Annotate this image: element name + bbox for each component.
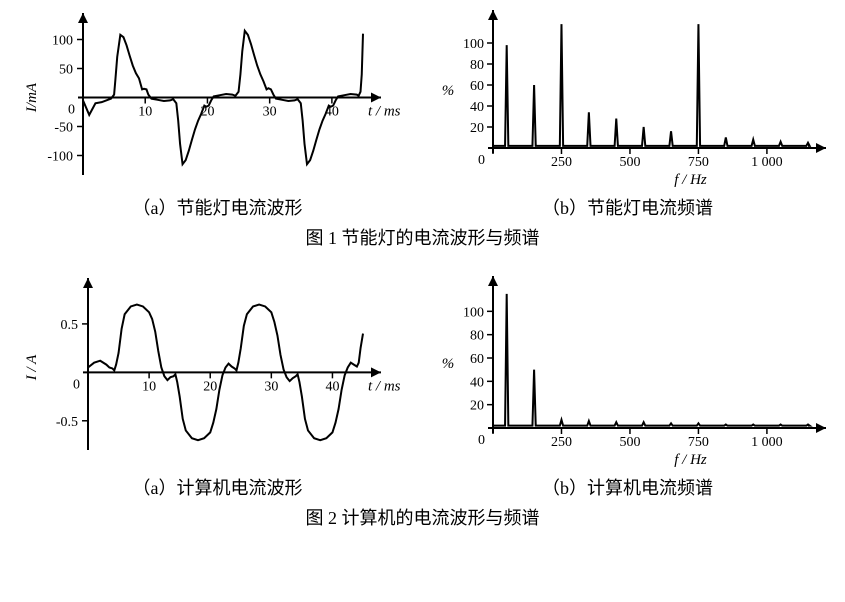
- svg-text:750: 750: [687, 155, 708, 170]
- fig1b-chart: 250 500 750 1 000 20 40 60 80 100% f / Hz 0: [428, 10, 828, 190]
- figure-1-row: 10 20 30 40 -100 -50 50 100 I/mA t / ms 0 （a）节能灯电流…: [10, 10, 835, 220]
- svg-text:100: 100: [463, 305, 484, 320]
- svg-text:60: 60: [470, 79, 484, 94]
- fig1a-block: 10203040-100-5050100I/mAt / ms0 （a）节能灯电流…: [18, 10, 418, 220]
- fig2a-chart: 10 20 30 40 -0.5 0.5 I / A t / ms 0: [18, 270, 418, 470]
- svg-text:I / A: I / A: [24, 354, 40, 381]
- fig1b-block: 250 500 750 1 000 20 40 60 80 100% f / Hz 0 （b）节能灯…: [428, 10, 828, 220]
- svg-text:30: 30: [264, 379, 278, 394]
- fig2b-chart: 250 500 750 1 000 20 40 60 80 100% f / Hz 0: [428, 270, 828, 470]
- svg-text:250: 250: [550, 435, 571, 450]
- svg-text:1 000: 1 000: [751, 155, 783, 170]
- svg-text:250: 250: [550, 155, 571, 170]
- svg-text:f / Hz: f / Hz: [674, 452, 707, 468]
- svg-text:80: 80: [470, 329, 484, 344]
- svg-text:80: 80: [470, 58, 484, 73]
- figure-2-row: 10 20 30 40 -0.5 0.5 I / A t / ms 0 （a）计算机电流波形 2…: [10, 270, 835, 500]
- svg-text:-0.5: -0.5: [55, 415, 77, 430]
- svg-text:40: 40: [325, 379, 339, 394]
- fig2a-caption: （a）计算机电流波形: [133, 474, 303, 500]
- svg-text:20: 20: [470, 121, 484, 136]
- svg-text:40: 40: [470, 100, 484, 115]
- svg-text:0: 0: [68, 103, 75, 118]
- fig2b-caption: （b）计算机电流频谱: [542, 474, 713, 500]
- svg-text:20: 20: [470, 399, 484, 414]
- fig1a-caption: （a）节能灯电流波形: [133, 194, 303, 220]
- figure-1: 10 20 30 40 -100 -50 50 100 I/mA t / ms 0 （a）节能灯电流…: [10, 10, 835, 250]
- svg-text:100: 100: [52, 34, 73, 49]
- svg-text:10: 10: [142, 379, 156, 394]
- fig2-main-caption: 图 2 计算机的电流波形与频谱: [306, 504, 540, 530]
- svg-text:0: 0: [478, 433, 485, 448]
- svg-text:t / ms: t / ms: [368, 104, 401, 120]
- svg-text:I/mA: I/mA: [24, 82, 40, 113]
- svg-text:-100: -100: [47, 150, 73, 165]
- fig2a-block: 10 20 30 40 -0.5 0.5 I / A t / ms 0 （a）计算机电流波形: [18, 270, 418, 500]
- svg-text:10: 10: [138, 105, 152, 120]
- svg-text:1 000: 1 000: [751, 435, 783, 450]
- svg-text:40: 40: [470, 375, 484, 390]
- svg-text:500: 500: [619, 155, 640, 170]
- svg-text:30: 30: [262, 105, 276, 120]
- svg-text:0.5: 0.5: [60, 318, 78, 333]
- fig1-main-caption: 图 1 节能灯的电流波形与频谱: [306, 224, 540, 250]
- svg-text:500: 500: [619, 435, 640, 450]
- svg-text:50: 50: [59, 63, 73, 78]
- svg-text:0: 0: [478, 153, 485, 168]
- svg-text:100: 100: [463, 37, 484, 52]
- svg-text:%: %: [441, 356, 454, 372]
- svg-text:f / Hz: f / Hz: [674, 172, 707, 188]
- svg-text:750: 750: [687, 435, 708, 450]
- svg-text:60: 60: [470, 352, 484, 367]
- fig1a-chart: 10203040-100-5050100I/mAt / ms0: [18, 10, 418, 190]
- svg-text:0: 0: [73, 377, 80, 392]
- fig1b-caption: （b）节能灯电流频谱: [542, 194, 713, 220]
- svg-text:20: 20: [203, 379, 217, 394]
- fig2b-block: 250 500 750 1 000 20 40 60 80 100% f / Hz 0 （b）计算机…: [428, 270, 828, 500]
- svg-text:%: %: [441, 83, 454, 99]
- svg-text:t / ms: t / ms: [368, 378, 401, 394]
- svg-text:-50: -50: [54, 121, 73, 136]
- figure-2: 10 20 30 40 -0.5 0.5 I / A t / ms 0 （a）计算机电流波形 2…: [10, 270, 835, 530]
